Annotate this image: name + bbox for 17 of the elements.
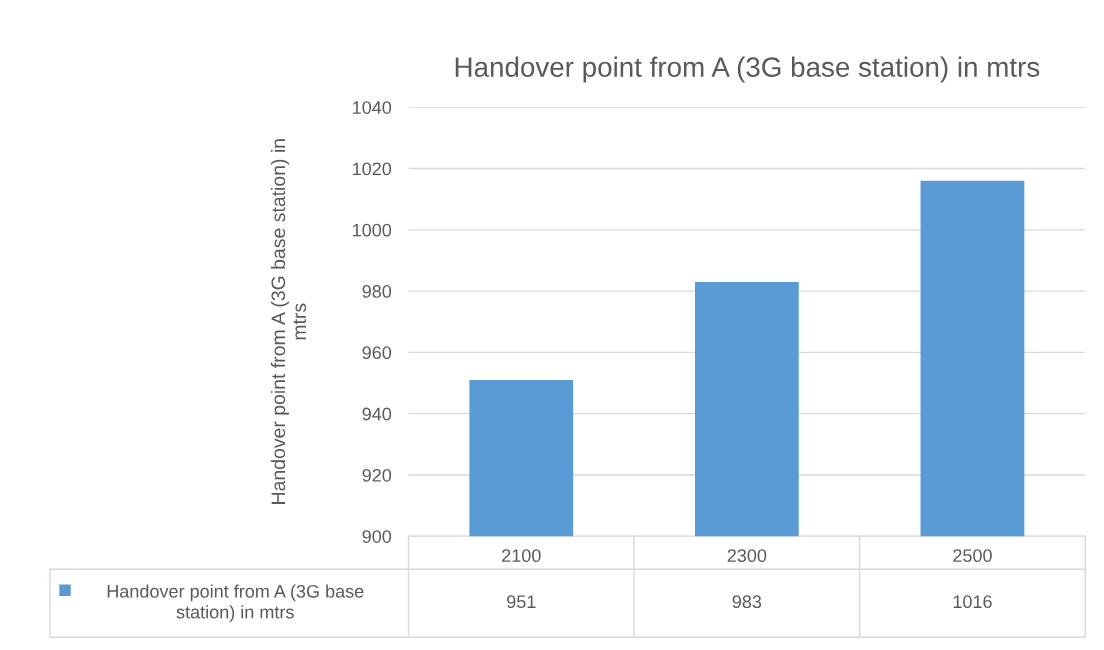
legend-label: Handover point from A (3G base station) in mtrs bbox=[107, 584, 364, 623]
chart-title: Handover point from A (3G base station) in mtrs bbox=[455, 56, 1040, 83]
x-tick-label: 2500 bbox=[953, 549, 992, 563]
y-tick-label: 1040 bbox=[353, 101, 392, 114]
y-tick-label: 980 bbox=[362, 285, 392, 298]
data-label: 1016 bbox=[953, 595, 992, 609]
y-tick-label: 960 bbox=[362, 346, 392, 360]
y-tick-label: 1020 bbox=[353, 162, 392, 176]
y-tick-label: 940 bbox=[362, 407, 392, 421]
y-tick-label: 1000 bbox=[353, 223, 392, 237]
x-tick-label: 2100 bbox=[502, 549, 541, 563]
y-axis-title: Handover point from A (3G base station) in mtrs bbox=[270, 139, 307, 504]
y-tick-label: 920 bbox=[362, 468, 392, 482]
data-label: 951 bbox=[507, 595, 536, 609]
y-tick-label: 900 bbox=[362, 530, 392, 543]
x-tick-label: 2300 bbox=[727, 549, 767, 563]
data-label: 983 bbox=[732, 595, 762, 609]
